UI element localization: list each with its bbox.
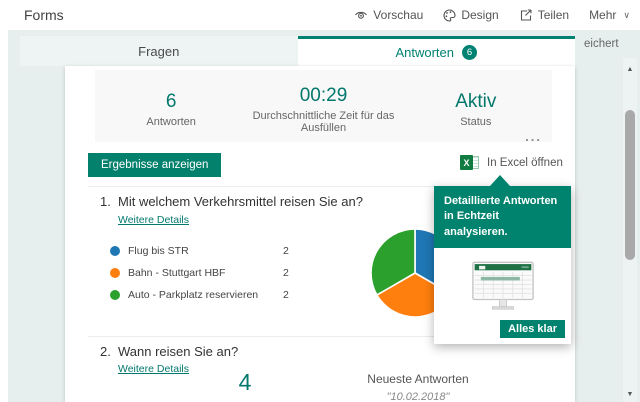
question-2-details-link[interactable]: Weitere Details (118, 363, 189, 375)
stat-status-label: Status (460, 115, 492, 128)
legend-dot-orange (110, 268, 120, 278)
topbar-actions: Vorschau Design Teilen Mehr ∨ (354, 8, 630, 22)
chevron-down-icon: ∨ (623, 9, 630, 20)
divider (88, 336, 557, 337)
stat-responses-label: Antworten (146, 115, 196, 128)
tab-antworten-label: Antworten (395, 45, 455, 60)
palette-icon (443, 8, 456, 22)
responses-count-badge: 6 (462, 45, 478, 60)
tab-bar: Fragen Antworten 6 (20, 36, 575, 66)
app-title: Forms (24, 7, 64, 23)
show-results-button[interactable]: Ergebnisse anzeigen (88, 153, 222, 177)
stat-avg-time: 00:29 Durchschnittliche Zeit für das Aus… (247, 70, 399, 142)
question-2-response-count: 4 (238, 369, 252, 395)
share-button[interactable]: Teilen (519, 8, 569, 22)
question-2-number: 2. (100, 344, 111, 359)
stat-avg-time-value: 00:29 (299, 84, 348, 106)
callout-confirm-button[interactable]: Alles klar (500, 320, 565, 339)
excel-icon: X (460, 155, 480, 171)
callout-body: Alles klar (434, 248, 571, 345)
legend-item: Flug bis STR 2 (110, 240, 320, 262)
tab-fragen[interactable]: Fragen (20, 36, 298, 66)
summary-stats: 6 Antworten 00:29 Durchschnittliche Zeit… (95, 70, 552, 144)
vertical-scrollbar[interactable]: ▲ ▼ (623, 58, 637, 402)
stat-avg-time-label: Durchschnittliche Zeit für das Ausfüllen (252, 109, 395, 134)
scrollbar-thumb[interactable] (625, 110, 635, 260)
legend-dot-green (110, 290, 120, 300)
latest-responses-label: Neueste Antworten (367, 372, 469, 386)
question-1-legend: Flug bis STR 2 Bahn - Stuttgart HBF 2 Au… (110, 240, 320, 306)
question-2-title: 2. Wann reisen Sie an? (100, 344, 239, 359)
share-label: Teilen (537, 8, 570, 22)
topbar: Forms Vorschau Design Teilen Mehr ∨ (0, 0, 640, 30)
tab-antworten[interactable]: Antworten 6 (297, 36, 575, 66)
latest-responses: Neueste Antworten "10.02.2018" (318, 372, 518, 402)
share-icon (519, 8, 533, 22)
tab-fragen-label: Fragen (138, 43, 180, 59)
question-1-number: 1. (100, 194, 111, 209)
scroll-down-icon[interactable]: ▼ (626, 391, 634, 398)
stat-responses-value: 6 (165, 90, 177, 112)
latest-responses-value: "10.02.2018" (386, 391, 450, 402)
legend-item: Bahn - Stuttgart HBF 2 (110, 262, 320, 284)
stat-status-value: Aktiv (455, 90, 497, 112)
design-label: Design (461, 8, 499, 22)
callout-arrow-icon (490, 175, 510, 186)
more-label: Mehr (589, 8, 617, 22)
question-1-title: 1. Mit welchem Verkehrsmittel reisen Sie … (100, 194, 363, 209)
legend-item: Auto - Parkplatz reservieren 2 (110, 284, 320, 306)
excel-teaching-callout: Detaillierte Antworten in Echtzeit analy… (434, 175, 571, 345)
more-menu-button[interactable]: Mehr ∨ (589, 8, 630, 22)
open-in-excel-label: In Excel öffnen (487, 157, 563, 169)
legend-dot-blue (110, 246, 120, 256)
scroll-up-icon[interactable]: ▲ (626, 66, 634, 73)
callout-message: Detaillierte Antworten in Echtzeit analy… (434, 186, 571, 249)
divider (88, 186, 557, 187)
eye-icon (354, 9, 368, 21)
open-in-excel-button[interactable]: X In Excel öffnen (460, 155, 563, 171)
save-status-text: eichert (584, 38, 619, 50)
stat-status: Aktiv Status (400, 70, 552, 142)
responses-panel: 6 Antworten 00:29 Durchschnittliche Zeit… (65, 66, 575, 402)
design-button[interactable]: Design (443, 8, 499, 22)
question-1-details-link[interactable]: Weitere Details (118, 214, 189, 226)
preview-button[interactable]: Vorschau (354, 8, 423, 22)
preview-label: Vorschau (373, 8, 424, 22)
summary-more-button[interactable]: ... (525, 129, 542, 144)
monitor-spreadsheet-icon (472, 261, 534, 320)
stat-responses: 6 Antworten (95, 70, 247, 142)
